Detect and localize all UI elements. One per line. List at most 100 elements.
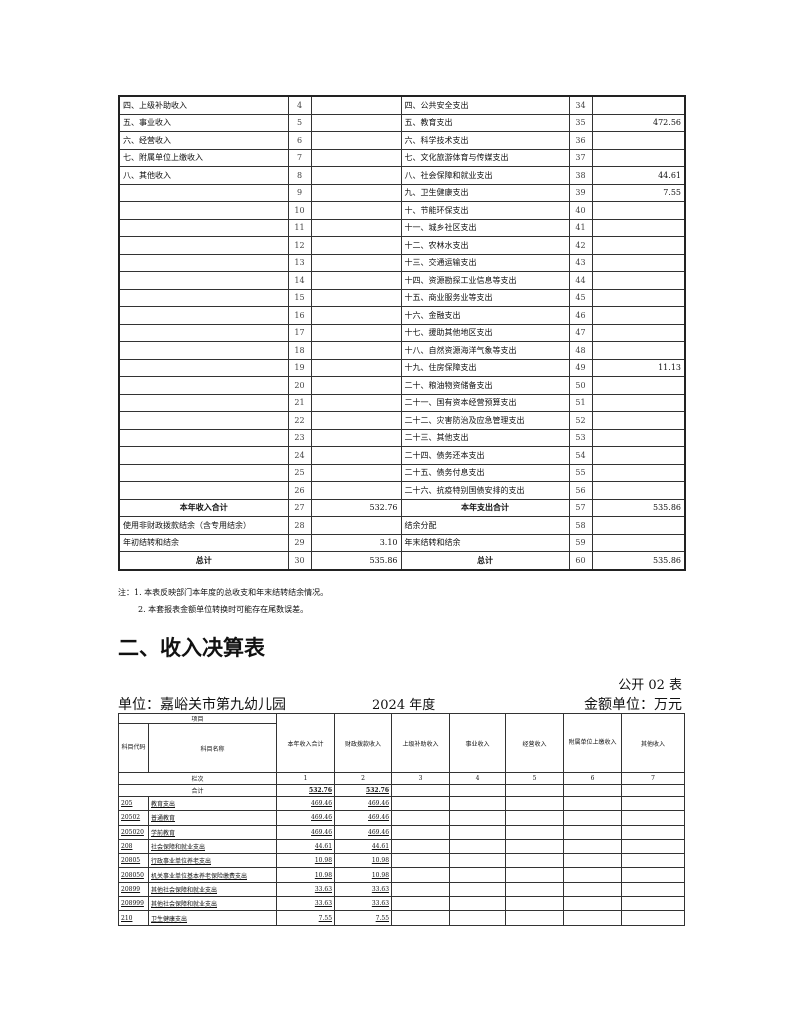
expense-amount <box>591 481 686 500</box>
expense-amount: 535.86 <box>591 498 686 517</box>
expense-item: 十五、商业服务业等支出 <box>400 288 570 307</box>
table-row: 10 十、节能环保支出 40 <box>118 201 686 220</box>
expense-item: 本年支出合计 <box>400 498 570 517</box>
name-header: 科目名称 <box>147 723 278 773</box>
amount-cell: 469.46 <box>334 824 393 840</box>
expense-item: 十、节能环保支出 <box>400 201 570 220</box>
income-line-no: 29 <box>287 533 312 552</box>
income-line-no: 4 <box>287 95 312 115</box>
subject-name: 社会保障和就业支出 <box>147 838 278 855</box>
income-line-no: 26 <box>287 481 312 500</box>
table-row: 五、事业收入 5 五、教育支出 35 472.56 <box>118 113 686 132</box>
expense-amount <box>591 288 686 307</box>
expense-item: 九、卫生健康支出 <box>400 183 570 202</box>
income-item: 六、经营收入 <box>118 131 289 150</box>
expense-item: 十二、农林水支出 <box>400 236 570 255</box>
amount-cell <box>563 910 623 926</box>
expense-item: 二十、粮油物资储备支出 <box>400 376 570 395</box>
amount-cell: 469.46 <box>334 810 393 826</box>
income-item <box>118 341 289 360</box>
expense-line-no: 51 <box>568 393 593 412</box>
amount-cell <box>505 867 565 883</box>
total-value <box>505 784 565 797</box>
column-index: 3 <box>391 772 451 785</box>
income-amount <box>310 516 402 535</box>
expense-amount <box>591 218 686 237</box>
expense-item: 十七、援助其他地区支出 <box>400 323 570 342</box>
expense-item: 二十四、债务还本支出 <box>400 446 570 465</box>
amount-cell <box>449 824 507 840</box>
total-label: 合计 <box>117 784 278 797</box>
column-index: 2 <box>334 772 393 785</box>
amount-cell <box>449 795 507 812</box>
expense-item: 十九、住房保障支出 <box>400 358 570 377</box>
income-item <box>118 201 289 220</box>
table-row: 26 二十六、抗疫特别国债安排的支出 56 <box>118 481 686 500</box>
expense-amount <box>591 341 686 360</box>
amount-cell <box>563 853 623 869</box>
subject-code: 20805 <box>118 853 149 869</box>
subject-code: 208 <box>118 838 149 855</box>
expense-amount: 7.55 <box>591 183 686 202</box>
income-item <box>118 253 289 272</box>
column-index: 5 <box>505 772 565 785</box>
amount-cell <box>449 867 507 883</box>
expense-line-no: 44 <box>568 271 593 290</box>
expense-line-no: 41 <box>568 218 593 237</box>
code-header: 科目代码 <box>118 723 149 773</box>
income-item <box>118 358 289 377</box>
table-row: 四、上级补助收入 4 四、公共安全支出 34 <box>118 95 686 115</box>
income-amount <box>310 201 402 220</box>
income-item <box>118 446 289 465</box>
expense-amount <box>591 393 686 412</box>
amount-cell <box>505 795 565 812</box>
expense-line-no: 43 <box>568 253 593 272</box>
amount-cell <box>391 853 451 869</box>
expense-item: 十四、资源勘探工业信息等支出 <box>400 271 570 290</box>
expense-amount <box>591 323 686 342</box>
table-row: 9 九、卫生健康支出 39 7.55 <box>118 183 686 202</box>
table-row: 八、其他收入 8 八、社会保障和就业支出 38 44.61 <box>118 166 686 185</box>
amount-cell: 469.46 <box>276 824 336 840</box>
col-header: 财政拨款收入 <box>334 713 393 773</box>
expense-line-no: 40 <box>568 201 593 220</box>
amount-cell: 469.46 <box>276 810 336 826</box>
expense-amount <box>591 411 686 430</box>
expense-line-no: 58 <box>568 516 593 535</box>
expense-amount <box>591 236 686 255</box>
expense-item: 年末结转和结余 <box>400 533 570 552</box>
amount-cell: 7.55 <box>334 910 393 926</box>
col-header: 经营收入 <box>505 713 565 773</box>
amount-cell: 44.61 <box>276 838 336 855</box>
amount-cell: 10.98 <box>276 867 336 883</box>
amount-cell <box>621 795 686 812</box>
income-item: 使用非财政拨款结余（含专用结余） <box>118 516 289 535</box>
total-value <box>563 784 623 797</box>
amount-cell <box>505 824 565 840</box>
income-amount: 535.86 <box>310 551 402 570</box>
amount-cell <box>505 881 565 898</box>
income-item <box>118 288 289 307</box>
amount-cell <box>449 881 507 898</box>
subject-name: 卫生健康支出 <box>147 910 278 926</box>
total-value: 532.76 <box>334 784 393 797</box>
income-amount <box>310 341 402 360</box>
income-amount <box>310 253 402 272</box>
currency-label: 金额单位：万元 <box>584 697 682 713</box>
expense-amount <box>591 516 686 535</box>
income-amount <box>310 148 402 167</box>
amount-cell: 33.63 <box>276 881 336 898</box>
column-index: 6 <box>563 772 623 785</box>
income-item <box>118 481 289 500</box>
income-line-no: 23 <box>287 428 312 447</box>
table-row: 208050 机关事业单位基本养老保险缴费支出 10.98 10.98 <box>118 867 686 883</box>
table-row: 24 二十四、债务还本支出 54 <box>118 446 686 465</box>
expense-amount <box>591 148 686 167</box>
subject-name: 行政事业单位养老支出 <box>147 853 278 869</box>
amount-cell <box>621 881 686 898</box>
amount-cell <box>505 810 565 826</box>
table-row: 15 十五、商业服务业等支出 45 <box>118 288 686 307</box>
amount-cell: 7.55 <box>276 910 336 926</box>
amount-cell: 469.46 <box>334 795 393 812</box>
